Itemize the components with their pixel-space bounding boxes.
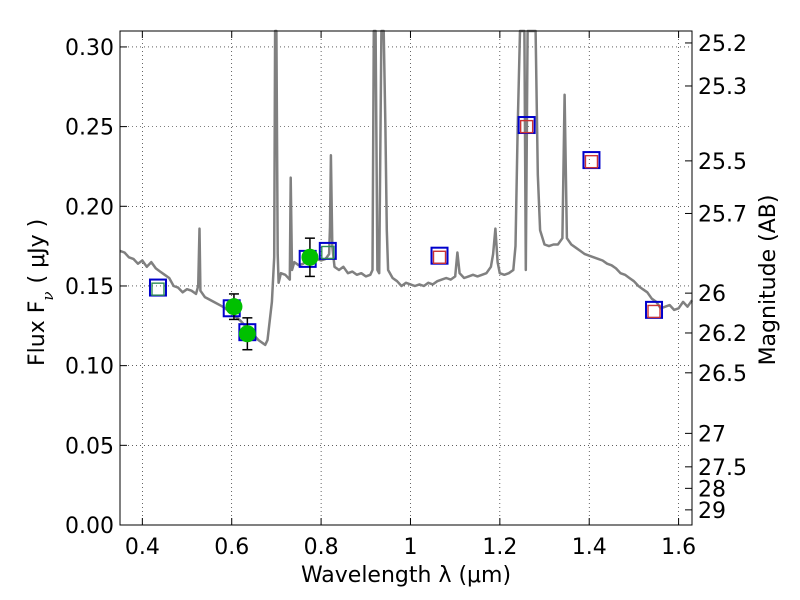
y-axis-label-flux: Flux F [25, 301, 50, 366]
y-tick-label: 0.15 [65, 275, 114, 300]
x-tick-label: 0.4 [125, 535, 160, 560]
plot-frame [119, 30, 693, 526]
right-tick-label: 25.7 [698, 202, 747, 227]
y-axis-label-right: Magnitude (AB) [756, 195, 781, 366]
x-tick-label: 1.6 [661, 535, 696, 560]
photometry-point [432, 250, 447, 264]
x-tick-label: 1.2 [482, 535, 517, 560]
y-axis-label-left: Flux Fν ( μJy ) [25, 219, 57, 366]
right-tick-label: 26 [698, 282, 726, 307]
y-tick-label: 0.05 [65, 434, 114, 459]
right-tick-label: 29 [698, 499, 726, 524]
x-tick-label: 0.6 [214, 535, 249, 560]
photometry-point [151, 282, 165, 296]
measurement-point [238, 325, 256, 343]
right-tick-label: 27.5 [698, 456, 747, 481]
right-tick-label: 25.5 [698, 150, 747, 175]
measurement-point [225, 298, 243, 316]
y-tick-label: 0.30 [65, 36, 114, 61]
right-tick-label: 28 [698, 477, 726, 502]
right-tick-label: 27 [698, 422, 726, 447]
x-axis-label: Wavelength λ (μm) [301, 563, 511, 588]
template-spectrum [119, 29, 694, 347]
measurement-point [301, 248, 319, 266]
photometry-point [584, 154, 599, 169]
y-axis-label-subscript: ν [39, 291, 57, 300]
axis-ticks: 0.4 0.6 0.8 1 1.2 1.4 1.6 0.00 0.05 0.10 0.15 0.20 0… [65, 31, 747, 560]
y-tick-label: 0.00 [65, 514, 114, 539]
grid-lines [120, 31, 692, 526]
right-tick-label: 25.2 [698, 32, 747, 57]
photometry-point [519, 119, 534, 134]
photometry-point [321, 245, 335, 260]
y-axis-label-unit: ( μJy ) [25, 219, 50, 284]
right-tick-label: 26.2 [698, 322, 747, 347]
measurement-markers [225, 237, 319, 351]
x-tick-label: 0.8 [304, 535, 339, 560]
y-tick-label: 0.25 [65, 116, 114, 141]
spectrum-line [119, 29, 694, 347]
photometry-point [647, 304, 661, 319]
right-tick-label: 26.5 [698, 362, 747, 387]
right-tick-label: 25.3 [698, 75, 747, 100]
photometry-markers [151, 119, 661, 319]
y-tick-label: 0.20 [65, 195, 114, 220]
x-tick-label: 1 [403, 535, 417, 560]
x-tick-label: 1.4 [572, 535, 607, 560]
y-tick-label: 0.10 [65, 355, 114, 380]
